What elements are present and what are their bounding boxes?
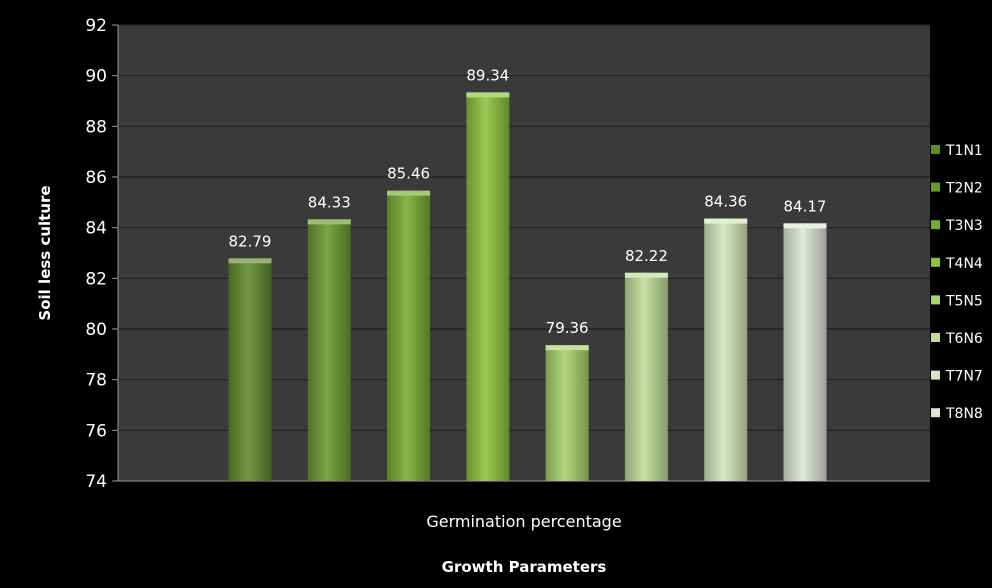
bar-t8n8 [783,223,827,482]
legend-label-t4n4: T4N4 [945,256,983,272]
y-axis-title: Soil less culture [36,185,54,320]
y-tick-label: 88 [85,117,107,137]
y-tick-label: 74 [85,472,107,492]
data-label-t2n2: 84.33 [308,193,351,211]
bar-cap-t7n7 [704,218,748,224]
legend-swatch-t2n2 [931,182,940,192]
legend-label-t8n8: T8N8 [945,406,983,422]
y-tick-label: 78 [85,371,107,391]
y-tick-label: 92 [85,16,107,36]
bar-t4n4 [466,92,510,482]
legend-swatch-t1n1 [931,145,940,154]
legend-label-t7n7: T7N7 [945,369,983,385]
bar-t2n2 [307,219,351,481]
bar-t7n7 [704,218,748,481]
legend-swatch-t8n8 [931,408,940,418]
data-label-t8n8: 84.17 [784,197,827,215]
y-tick-label: 84 [85,219,107,239]
legend-swatch-t7n7 [931,370,940,380]
y-tick-label: 76 [85,421,107,441]
legend-label-t2n2: T2N2 [945,181,983,197]
data-label-t1n1: 82.79 [229,232,272,250]
legend-swatch-t6n6 [931,333,940,342]
bar-cap-t1n1 [228,258,272,264]
bar-cap-t4n4 [466,92,510,98]
legend-label-t1n1: T1N1 [945,143,983,159]
legend-swatch-t5n5 [931,295,940,305]
legend-swatch-t3n3 [931,220,940,230]
y-tick-label: 90 [85,67,107,87]
bar-t3n3 [387,190,431,481]
legend: T1N1 T2N2 T3N3 T4N4 T5N5 T6N6 T7N7 T8N8 [931,143,983,422]
bar-t5n5 [545,345,589,481]
data-label-t3n3: 85.46 [387,165,430,183]
bar-cap-t2n2 [307,219,351,225]
x-category-label: Germination percentage [426,512,621,531]
bar-cap-t3n3 [387,190,431,196]
bars [228,92,827,482]
y-tick-label: 80 [85,320,107,340]
bar-t1n1 [228,258,272,481]
data-label-t5n5: 79.36 [546,319,589,337]
legend-swatch-t4n4 [931,257,940,267]
data-label-t4n4: 89.34 [466,66,509,84]
data-labels: 82.79 84.33 85.46 89.34 79.36 82.22 84.36 84.17 [229,66,827,337]
data-label-t6n6: 82.22 [625,247,668,265]
bar-cap-t5n5 [545,345,589,351]
bar-t6n6 [624,272,668,481]
y-tick-label: 86 [85,168,107,188]
data-label-t7n7: 84.36 [704,193,747,211]
legend-label-t5n5: T5N5 [945,293,983,309]
y-tick-label: 82 [85,269,107,289]
legend-label-t6n6: T6N6 [945,331,983,347]
legend-label-t3n3: T3N3 [945,218,983,234]
bar-cap-t6n6 [624,272,668,278]
bar-cap-t8n8 [783,223,827,229]
x-axis-title: Growth Parameters [442,558,607,576]
